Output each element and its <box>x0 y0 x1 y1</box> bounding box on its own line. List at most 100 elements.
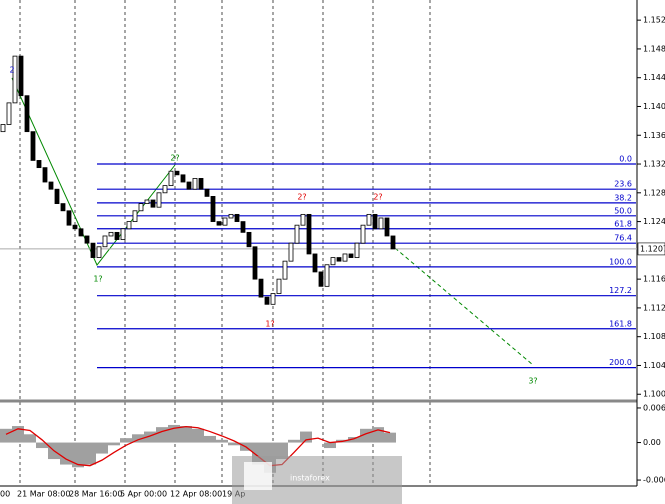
fib-label: 38.2 <box>614 193 632 202</box>
histogram-bar <box>192 428 204 443</box>
candle <box>240 221 246 233</box>
candle <box>126 221 132 230</box>
histogram-bar <box>36 442 48 449</box>
candle <box>258 278 264 298</box>
fib-label: 0.0 <box>619 155 632 164</box>
wave-label: 2? <box>297 193 306 202</box>
candle <box>72 224 78 230</box>
candle <box>12 55 18 104</box>
candle <box>180 174 186 183</box>
candle <box>90 242 96 258</box>
candle <box>312 253 318 273</box>
fib-label: 100.0 <box>609 257 632 266</box>
histogram-bar <box>288 439 300 443</box>
candle <box>102 235 108 248</box>
candle <box>216 221 222 226</box>
candle <box>144 199 150 204</box>
candle <box>96 246 102 258</box>
candle <box>84 235 90 244</box>
candle <box>336 257 342 262</box>
candle <box>192 178 198 190</box>
candle <box>318 271 324 287</box>
histogram-bar <box>120 438 132 443</box>
candle <box>24 95 30 133</box>
candle <box>6 102 12 125</box>
candle <box>186 181 192 190</box>
candle <box>264 296 270 305</box>
candle <box>120 228 126 240</box>
histogram-bar <box>384 432 396 443</box>
histogram-bar <box>204 435 216 443</box>
price-tick-label: 1.1285 <box>643 188 665 197</box>
indicator-tick-label: 0.00629 <box>643 403 665 412</box>
candle <box>252 246 258 280</box>
indicator-tick-label: -0.00682 <box>643 476 665 485</box>
candle <box>306 213 312 255</box>
histogram-bar <box>72 442 84 468</box>
current-price: 1.1207 <box>640 244 665 253</box>
time-label: 5 Apr 00:00 <box>120 490 167 499</box>
time-label: 28 Mar 16:00 <box>69 490 122 499</box>
histogram-bar <box>300 431 312 443</box>
candle <box>78 228 84 237</box>
candle <box>288 242 294 262</box>
wave-label: 1? <box>265 320 274 329</box>
price-tick-label: 1.1005 <box>643 390 665 399</box>
histogram-bar <box>216 439 228 443</box>
candle <box>360 224 366 244</box>
histogram-bar <box>144 431 156 443</box>
candle <box>300 213 306 226</box>
candle <box>330 257 336 266</box>
fib-label: 50.0 <box>614 206 632 215</box>
histogram-bar <box>60 442 72 465</box>
candle <box>114 231 120 240</box>
watermark-text: instaforex <box>290 474 330 483</box>
candle <box>138 203 144 212</box>
candle <box>228 213 234 219</box>
candle <box>150 199 156 208</box>
price-tick-label: 1.1485 <box>643 44 665 53</box>
fib-label: 23.6 <box>614 180 632 189</box>
candle <box>282 260 288 280</box>
candle <box>270 293 276 305</box>
candle <box>348 253 354 258</box>
candle <box>204 188 210 197</box>
candle <box>324 264 330 287</box>
histogram-bar <box>324 442 336 449</box>
price-tick-label: 1.1125 <box>643 303 665 312</box>
candle <box>0 124 6 133</box>
fib-label: 61.8 <box>614 219 632 228</box>
histogram-bar <box>348 437 360 443</box>
candle <box>132 210 138 222</box>
candle <box>222 217 228 226</box>
price-box <box>637 242 665 256</box>
histogram-bar <box>84 442 96 465</box>
candle <box>294 224 300 244</box>
candle <box>42 167 48 183</box>
histogram-bar <box>180 426 192 443</box>
histogram-bar <box>228 442 240 446</box>
forecast-line <box>394 247 534 366</box>
candle <box>384 217 390 237</box>
candle <box>198 178 204 190</box>
histogram-bar <box>24 434 36 443</box>
candle <box>168 170 174 187</box>
candle <box>390 235 396 250</box>
candle <box>30 131 36 161</box>
wave-label: 3? <box>528 377 537 386</box>
price-tick-label: 1.1325 <box>643 160 665 169</box>
histogram-bar <box>96 442 108 454</box>
time-label: 00 <box>0 490 10 499</box>
fib-label: 161.8 <box>609 319 632 328</box>
price-tick-label: 1.1085 <box>643 332 665 341</box>
indicator-tick-label: 0.00 <box>643 438 661 447</box>
price-tick-label: 1.1045 <box>643 361 665 370</box>
candle <box>66 210 72 226</box>
candle <box>174 170 180 176</box>
wave-label: 2? <box>373 193 382 202</box>
fib-label: 200.0 <box>609 358 632 367</box>
histogram-bar <box>108 442 120 446</box>
candle <box>366 213 372 226</box>
candle <box>246 231 252 248</box>
